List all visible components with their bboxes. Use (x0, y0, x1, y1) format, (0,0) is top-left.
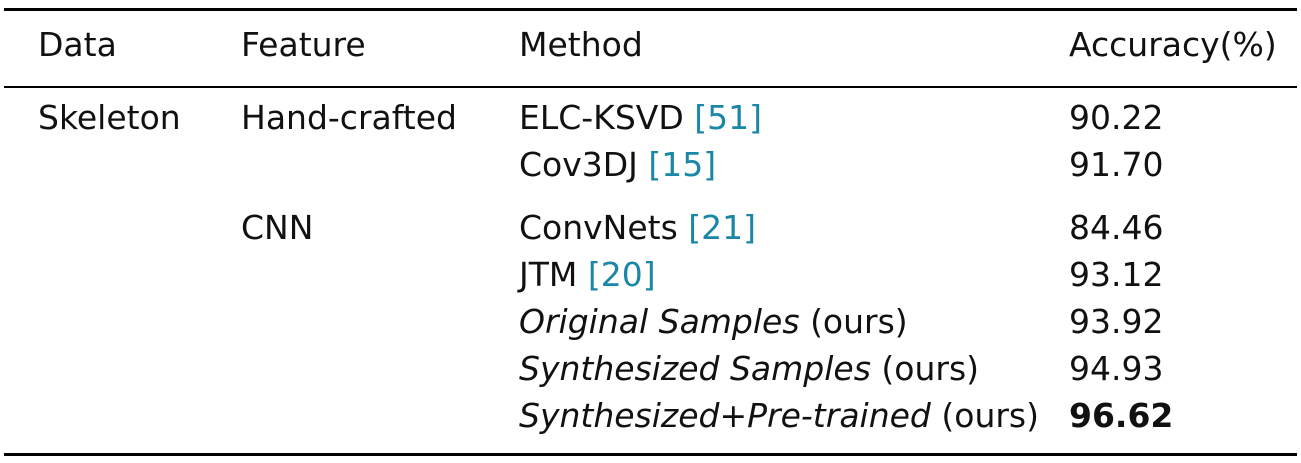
cell-accuracy: 93.92 (1069, 302, 1164, 341)
cell-data-skeleton: Skeleton (38, 98, 181, 137)
cell-method-synthesized-pretrained: Synthesized+Pre-trained (ours) (519, 396, 1039, 436)
cell-method-cov3dj: Cov3DJ [15] (519, 145, 716, 185)
table-top-rule (4, 8, 1297, 11)
cell-feature-hand-crafted: Hand-crafted (241, 98, 457, 137)
cell-accuracy: 84.46 (1069, 208, 1164, 247)
header-data: Data (38, 25, 117, 64)
method-suffix: (ours) (881, 349, 980, 388)
method-name: JTM (519, 255, 578, 294)
citation-link[interactable]: [51] (694, 98, 763, 137)
cell-method-elc-ksvd: ELC-KSVD [51] (519, 98, 762, 138)
header-accuracy: Accuracy(%) (1069, 25, 1277, 64)
header-method: Method (519, 25, 643, 64)
header-feature: Feature (241, 25, 366, 64)
method-suffix: (ours) (810, 302, 908, 341)
citation-link[interactable]: [15] (648, 145, 717, 184)
method-name: Cov3DJ (519, 145, 638, 184)
cell-method-jtm: JTM [20] (519, 255, 656, 295)
method-name: ELC-KSVD (519, 98, 684, 137)
table-bottom-rule (4, 453, 1297, 456)
cell-accuracy: 90.22 (1069, 98, 1164, 137)
cell-method-original-samples: Original Samples (ours) (519, 302, 908, 342)
method-name: Original Samples (519, 302, 800, 341)
method-name: Synthesized+Pre-trained (519, 396, 931, 435)
method-name: Synthesized Samples (519, 349, 871, 388)
cell-feature-cnn: CNN (241, 208, 314, 247)
cell-accuracy: 91.70 (1069, 145, 1164, 184)
cell-method-synthesized-samples: Synthesized Samples (ours) (519, 349, 979, 389)
method-name: ConvNets (519, 208, 678, 247)
cell-accuracy: 93.12 (1069, 255, 1164, 294)
table-header-rule (4, 86, 1297, 88)
cell-accuracy-best: 96.62 (1069, 396, 1174, 435)
method-suffix: (ours) (941, 396, 1039, 435)
citation-link[interactable]: [20] (587, 255, 656, 294)
cell-accuracy: 94.93 (1069, 349, 1164, 388)
cell-method-convnets: ConvNets [21] (519, 208, 756, 248)
citation-link[interactable]: [21] (688, 208, 757, 247)
